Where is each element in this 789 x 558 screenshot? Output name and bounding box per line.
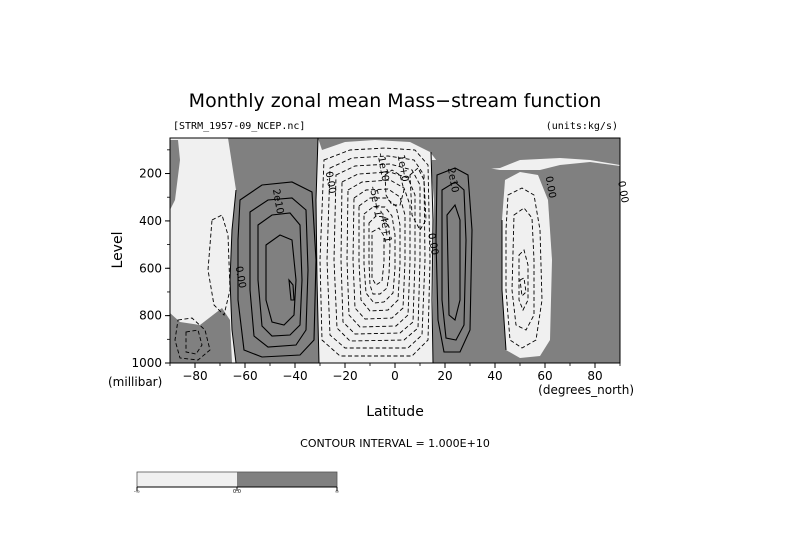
x-unit-label: (degrees_north) bbox=[538, 383, 634, 397]
colorbar-positive-swatch bbox=[237, 472, 337, 487]
contour-label: -4e+1 bbox=[377, 211, 393, 243]
x-tick-label: 0 bbox=[391, 369, 399, 383]
positive-region-southern bbox=[228, 138, 319, 363]
units-label: (units:kg/s) bbox=[546, 121, 618, 132]
contour-label: 0.00 bbox=[543, 175, 558, 199]
contour-label: -1e10 bbox=[375, 152, 391, 182]
positive-region-north-top bbox=[228, 138, 620, 170]
y-axis-label: Level bbox=[110, 232, 126, 269]
contour-interval-label: CONTOUR INTERVAL = 1.000E+10 bbox=[300, 437, 490, 450]
colorbar-label-zero: 0.0 bbox=[233, 489, 241, 495]
y-unit-label: (millibar) bbox=[108, 375, 162, 389]
x-tick-label: −80 bbox=[182, 369, 207, 383]
chart-title: Monthly zonal mean Mass−stream function bbox=[189, 90, 602, 112]
x-tick-label: −60 bbox=[232, 369, 257, 383]
negative-contours-other bbox=[174, 187, 543, 361]
contour-labels: 0.00 2e10 0.00 -5e+1-4e+1 -1e10 1e+0 0.00 2e10 0… bbox=[233, 152, 630, 289]
x-tick-label: −20 bbox=[332, 369, 357, 383]
negative-cell-tropics-fill bbox=[316, 140, 434, 363]
x-tick-label: 40 bbox=[487, 369, 502, 383]
x-tick-label: −40 bbox=[282, 369, 307, 383]
y-tick-label: 400 bbox=[139, 214, 162, 228]
x-tick-label: 20 bbox=[437, 369, 452, 383]
x-tick-label: 60 bbox=[537, 369, 552, 383]
y-tick-label: 800 bbox=[139, 309, 162, 323]
y-tick-label: 600 bbox=[139, 261, 162, 275]
contour-label: 2e10 bbox=[270, 188, 285, 215]
contour-label: 1e+0 bbox=[395, 154, 411, 183]
x-axis-label: Latitude bbox=[366, 404, 424, 420]
contour-label: 0.00 bbox=[233, 265, 248, 289]
contour-label: 0.00 bbox=[425, 232, 440, 256]
x-axis: −80 −60 −40 −20 0 20 40 60 80 bbox=[169, 363, 621, 383]
plot-area bbox=[170, 138, 620, 363]
y-tick-label: 200 bbox=[139, 167, 162, 181]
positive-contours-southern bbox=[237, 181, 317, 358]
colorbar-label-max: ∞ bbox=[335, 489, 339, 495]
y-tick-label: 1000 bbox=[131, 356, 162, 370]
colorbar: -∞ 0.0 ∞ bbox=[134, 471, 339, 495]
colorbar-label-min: -∞ bbox=[134, 489, 140, 495]
negative-contours-tropics bbox=[319, 147, 431, 357]
positive-region-sp-surface bbox=[170, 140, 180, 210]
y-axis: 200 400 600 800 1000 bbox=[131, 149, 170, 370]
zero-contours bbox=[229, 138, 507, 363]
positive-region-south-pole bbox=[170, 308, 232, 363]
colorbar-negative-swatch bbox=[137, 472, 237, 487]
contour-label: 2e10 bbox=[445, 167, 460, 194]
file-label: [STRM_1957-09_NCEP.nc] bbox=[173, 121, 305, 132]
contour-label: 0.00 bbox=[323, 171, 338, 195]
contour-label: 0.00 bbox=[615, 180, 630, 204]
positive-contours-nh bbox=[435, 167, 473, 353]
contour-label: -5e+1 bbox=[367, 185, 383, 217]
x-tick-label: 80 bbox=[587, 369, 602, 383]
